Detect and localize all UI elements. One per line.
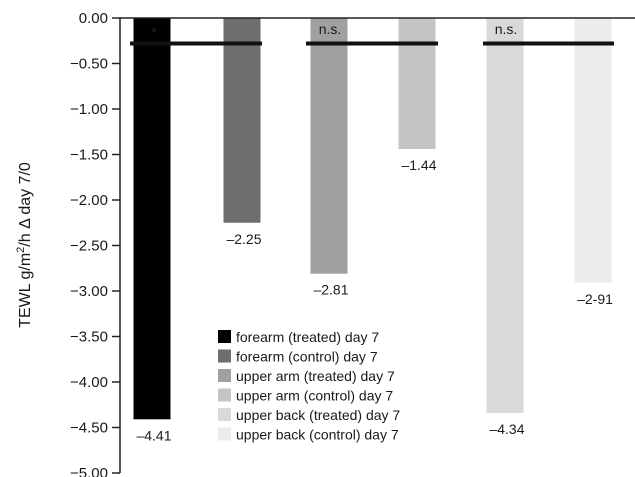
significance-brackets: * n.s. n.s. — [130, 21, 614, 46]
legend: forearm (treated) day 7 forearm (control)… — [218, 329, 400, 443]
legend-label-6: upper back (control) day 7 — [236, 427, 399, 443]
bar-6 — [574, 18, 612, 283]
y-tick-label: −5.00 — [70, 465, 108, 477]
legend-label-2: forearm (control) day 7 — [236, 349, 378, 365]
data-labels: –4.41 –2.25 –2.81 –1.44 –4.34 –2-91 — [136, 157, 613, 443]
y-tick-label: 0.00 — [79, 10, 108, 27]
legend-label-1: forearm (treated) day 7 — [236, 329, 379, 345]
bars — [133, 18, 612, 420]
y-tick-label: −3.50 — [70, 329, 108, 346]
data-label-6: –2-91 — [577, 291, 613, 307]
bar-4 — [398, 18, 436, 150]
bar-5 — [486, 18, 524, 413]
y-tick-label: −1.50 — [70, 147, 108, 164]
legend-label-3: upper arm (treated) day 7 — [236, 368, 395, 384]
y-tick-label: −3.00 — [70, 283, 108, 300]
y-axis-ticks: 0.00 −0.50 −1.00 −1.50 −2.00 −2.50 −3.00 −3.50 −… — [70, 10, 120, 477]
data-label-4: –1.44 — [401, 157, 436, 173]
data-label-1: –4.41 — [136, 427, 171, 443]
legend-swatch-5 — [218, 408, 231, 421]
data-label-2: –2.25 — [226, 231, 261, 247]
bar-1 — [133, 18, 171, 420]
y-tick-label: −2.00 — [70, 192, 108, 209]
y-tick-label: −0.50 — [70, 56, 108, 73]
legend-label-5: upper back (treated) day 7 — [236, 407, 400, 423]
legend-label-4: upper arm (control) day 7 — [236, 388, 393, 404]
bar-2 — [223, 18, 261, 223]
legend-swatch-3 — [218, 369, 231, 382]
comparison-label-1: * — [151, 24, 157, 40]
y-tick-label: −4.00 — [70, 374, 108, 391]
comparison-label-2: n.s. — [319, 21, 342, 37]
y-tick-label: −1.00 — [70, 101, 108, 118]
legend-swatch-2 — [218, 349, 231, 363]
legend-swatch-1 — [218, 330, 231, 343]
bar-3 — [310, 18, 348, 274]
y-tick-label: −4.50 — [70, 420, 108, 437]
data-label-5: –4.34 — [489, 421, 524, 437]
data-label-3: –2.81 — [313, 282, 348, 298]
comparison-label-3: n.s. — [495, 21, 518, 37]
legend-swatch-6 — [218, 427, 231, 441]
legend-swatch-4 — [218, 388, 231, 402]
y-axis-title: TEWL g/m2/h Δ day 7/0 — [15, 162, 34, 328]
y-tick-label: −2.50 — [70, 238, 108, 255]
